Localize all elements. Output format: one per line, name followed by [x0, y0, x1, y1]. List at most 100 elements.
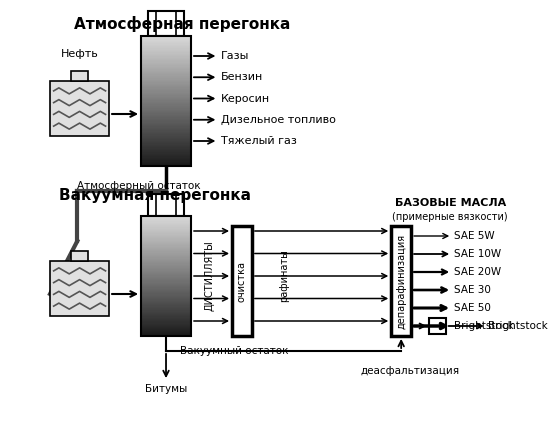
- Bar: [141, 112, 191, 114]
- Bar: [141, 71, 191, 72]
- Bar: [141, 35, 191, 37]
- Bar: [141, 253, 191, 254]
- Bar: [141, 316, 191, 318]
- Bar: [141, 162, 191, 164]
- Bar: [141, 266, 191, 268]
- Bar: [141, 220, 191, 222]
- Bar: [141, 88, 191, 89]
- Bar: [141, 67, 191, 68]
- Bar: [141, 86, 191, 88]
- Bar: [141, 107, 191, 109]
- Bar: [141, 314, 191, 316]
- Text: Brightstock: Brightstock: [454, 321, 514, 331]
- Bar: [141, 134, 191, 136]
- Bar: [141, 63, 191, 65]
- Bar: [141, 37, 191, 39]
- Bar: [50, 81, 109, 136]
- Bar: [141, 272, 191, 274]
- Bar: [141, 108, 191, 110]
- Bar: [141, 51, 191, 53]
- Bar: [141, 56, 191, 58]
- Bar: [141, 36, 191, 166]
- Bar: [141, 322, 191, 324]
- Bar: [141, 276, 191, 277]
- Bar: [141, 238, 191, 240]
- Bar: [141, 217, 191, 218]
- Bar: [141, 319, 191, 320]
- Bar: [141, 326, 191, 327]
- Bar: [141, 85, 191, 87]
- Bar: [141, 256, 191, 258]
- Text: БАЗОВЫЕ МАСЛА: БАЗОВЫЕ МАСЛА: [395, 198, 506, 208]
- Bar: [141, 295, 191, 296]
- Bar: [141, 116, 191, 118]
- Bar: [141, 143, 191, 145]
- Bar: [141, 332, 191, 334]
- Bar: [141, 60, 191, 62]
- Bar: [141, 47, 191, 49]
- Bar: [141, 320, 191, 322]
- Bar: [141, 243, 191, 245]
- Bar: [141, 327, 191, 329]
- Bar: [141, 282, 191, 283]
- Bar: [141, 132, 191, 133]
- Bar: [141, 298, 191, 300]
- Bar: [141, 117, 191, 119]
- Bar: [141, 296, 191, 298]
- Text: Атмосферная перегонка: Атмосферная перегонка: [74, 16, 290, 32]
- Bar: [141, 38, 191, 40]
- Bar: [141, 262, 191, 264]
- Bar: [141, 82, 191, 84]
- Bar: [141, 159, 191, 161]
- Bar: [141, 78, 191, 80]
- Bar: [141, 317, 191, 319]
- Bar: [141, 269, 191, 271]
- Bar: [141, 250, 191, 252]
- Bar: [141, 102, 191, 104]
- Bar: [141, 230, 191, 232]
- Bar: [141, 259, 191, 260]
- Bar: [141, 308, 191, 310]
- Bar: [141, 123, 191, 124]
- Bar: [141, 58, 191, 59]
- Bar: [141, 304, 191, 306]
- Bar: [141, 221, 191, 223]
- Bar: [141, 150, 191, 152]
- Text: SAE 30: SAE 30: [454, 285, 491, 295]
- Bar: [141, 218, 191, 220]
- Text: деасфальтизация: деасфальтизация: [361, 366, 460, 376]
- Bar: [141, 321, 191, 323]
- Bar: [141, 260, 191, 262]
- Bar: [141, 149, 191, 150]
- Bar: [141, 137, 191, 139]
- Bar: [141, 239, 191, 241]
- Bar: [141, 315, 191, 317]
- Bar: [141, 226, 191, 228]
- Bar: [141, 65, 191, 67]
- Bar: [141, 93, 191, 95]
- Bar: [141, 279, 191, 281]
- Bar: [141, 55, 191, 57]
- Bar: [148, 11, 184, 36]
- Bar: [141, 61, 191, 63]
- Bar: [141, 285, 191, 287]
- Bar: [141, 328, 191, 330]
- Bar: [141, 234, 191, 235]
- Bar: [141, 97, 191, 99]
- Bar: [141, 273, 191, 275]
- Bar: [141, 77, 191, 79]
- Bar: [141, 309, 191, 311]
- Bar: [141, 39, 191, 41]
- Bar: [71, 71, 89, 81]
- Bar: [141, 90, 191, 92]
- Text: Brightstock: Brightstock: [488, 321, 548, 331]
- Bar: [141, 280, 191, 282]
- Bar: [141, 271, 191, 272]
- Text: (примерные вязкости): (примерные вязкости): [393, 212, 508, 222]
- Bar: [141, 291, 191, 293]
- Bar: [141, 59, 191, 61]
- Bar: [141, 278, 191, 279]
- Bar: [141, 287, 191, 289]
- Bar: [141, 124, 191, 126]
- Text: Вакуумный остаток: Вакуумный остаток: [180, 346, 288, 356]
